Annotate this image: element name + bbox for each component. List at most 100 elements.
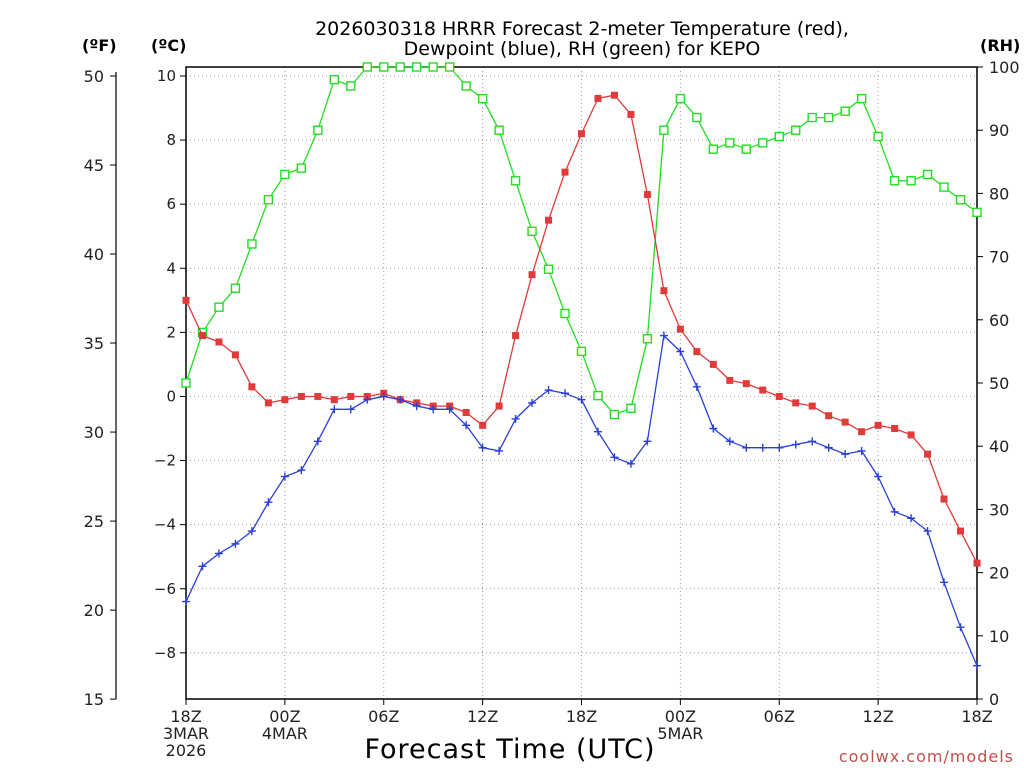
temperature-point (858, 428, 866, 436)
credit-label: coolwx.com/models (839, 747, 1014, 766)
temperature-point (561, 168, 569, 176)
dewpoint-point (561, 389, 570, 398)
dewpoint-point (396, 395, 405, 404)
rh-point (593, 390, 603, 401)
celsius-tick-label: −4 (154, 516, 176, 534)
grid-layer (186, 67, 977, 699)
rh-point (346, 81, 356, 91)
temperature-point (693, 348, 701, 356)
dewpoint-point (643, 437, 652, 446)
x-tick-label: 06Z (764, 707, 795, 726)
series-dewpoint (182, 331, 981, 670)
temperature-point (215, 338, 223, 346)
temperature-point (314, 392, 322, 400)
dewpoint-point (808, 437, 817, 446)
series-relative-humidity (181, 62, 982, 420)
rh-point (840, 106, 850, 116)
rh-point (972, 207, 982, 218)
dewpoint-point (593, 427, 602, 436)
rh-point (247, 239, 257, 249)
dewpoint-point (940, 578, 949, 587)
dewpoint-point (247, 527, 256, 536)
dewpoint-point (742, 443, 751, 452)
rh-tick-label: 50 (989, 374, 1009, 393)
temperature-point (182, 296, 190, 304)
rh-point (576, 346, 587, 357)
rh-tick-label: 10 (989, 627, 1009, 646)
dewpoint-point (577, 395, 586, 404)
temperature-point (924, 450, 932, 458)
temperature-point (940, 495, 948, 503)
dewpoint-point (445, 405, 454, 414)
rh-point (873, 131, 883, 142)
rh-point (412, 62, 422, 72)
dewpoint-point (462, 421, 471, 430)
temperature-point (792, 399, 800, 407)
dewpoint-point (231, 539, 240, 548)
temperature-point (742, 380, 750, 388)
rh-point (494, 125, 504, 135)
rh-tick-label: 0 (989, 690, 999, 709)
rh-tick-label: 70 (989, 248, 1009, 267)
chart-title-line1: 2026030318 HRRR Forecast 2-meter Tempera… (315, 18, 849, 40)
dewpoint-point (544, 386, 553, 395)
x-tick-label: 18Z (170, 707, 201, 726)
temperature-point (841, 418, 849, 426)
rh-tick-label: 30 (989, 500, 1009, 519)
temperature-point (264, 399, 272, 407)
temperature-point (759, 386, 767, 394)
dewpoint-point (758, 443, 767, 452)
rh-point (939, 182, 949, 192)
temperature-point (330, 396, 338, 404)
dewpoint-point (412, 402, 421, 411)
rh-point (263, 195, 274, 205)
rh-point (395, 62, 405, 72)
rh-point (214, 302, 224, 312)
rh-point (807, 112, 817, 123)
rh-point (692, 112, 702, 123)
temperature-point (594, 94, 602, 102)
fahrenheit-tick-label: 30 (84, 423, 104, 442)
fahrenheit-tick-label: 25 (84, 512, 104, 531)
x-axis-label: Forecast Time (UTC) (364, 734, 655, 765)
rh-point (774, 131, 784, 142)
fahrenheit-unit-label: (ºF) (82, 36, 117, 55)
rh-point (725, 138, 735, 148)
fahrenheit-tick-label: 20 (84, 601, 104, 620)
rh-point (444, 62, 455, 72)
dewpoint-point (363, 395, 372, 404)
rh-point (510, 176, 521, 186)
rh-point (642, 334, 653, 344)
dewpoint-point (214, 549, 223, 558)
rh-point (675, 93, 686, 104)
temperature-point (545, 216, 553, 224)
fahrenheit-tick-label: 15 (84, 690, 104, 709)
rh-point (791, 125, 801, 135)
temperature-point (957, 527, 965, 535)
temperature-point (676, 325, 684, 333)
dewpoint-point (659, 331, 668, 340)
x-tick-label: 2026 (166, 741, 207, 760)
x-tick-label: 12Z (862, 707, 893, 726)
temperature-point (660, 287, 668, 295)
rh-tick-label: 20 (989, 564, 1009, 583)
dewpoint-point (874, 472, 883, 481)
dewpoint-point (511, 414, 520, 423)
dewpoint-point (956, 623, 965, 632)
temperature-point (198, 332, 206, 340)
dewpoint-point (429, 405, 438, 414)
fahrenheit-tick-label: 50 (84, 67, 104, 86)
rh-point (181, 378, 191, 388)
temperature-point (347, 392, 355, 400)
dewpoint-point (907, 514, 916, 523)
rh-point (758, 138, 768, 148)
rh-tick-label: 80 (989, 184, 1009, 203)
dewpoint-point (198, 562, 207, 571)
dewpoint-point (973, 661, 981, 670)
temperature-point (578, 130, 585, 138)
dewpoint-point (791, 440, 800, 449)
dewpoint-point (330, 405, 339, 414)
dewpoint-point (346, 405, 355, 414)
temperature-point (479, 421, 487, 429)
